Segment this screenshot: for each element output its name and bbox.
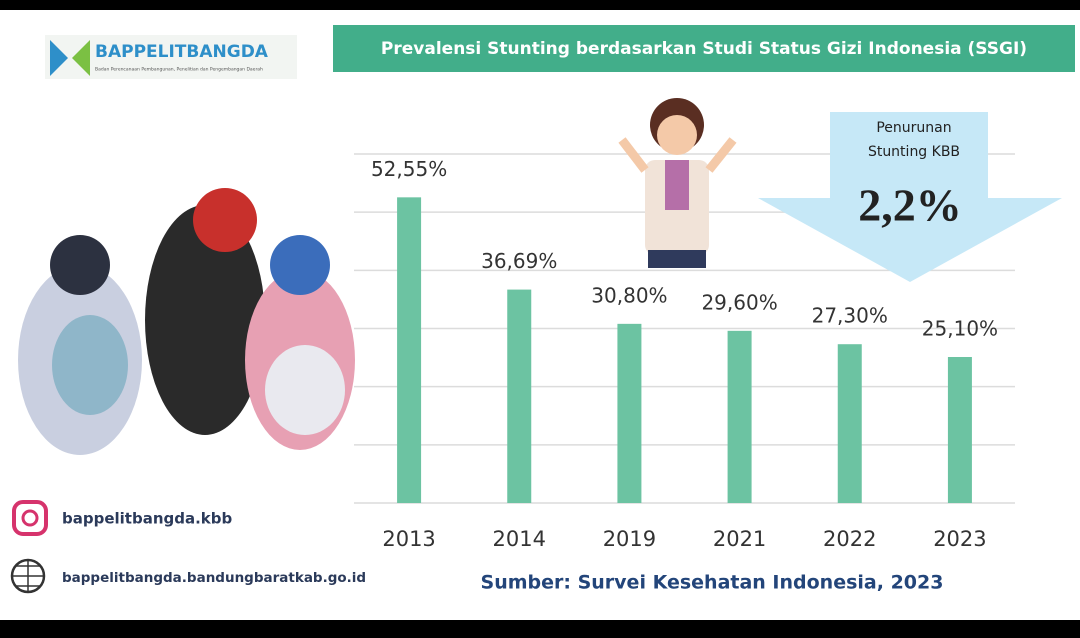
chart-title: Prevalensi Stunting berdasarkan Studi St… bbox=[381, 39, 1027, 59]
value-label: 29,60% bbox=[701, 290, 777, 314]
annotation-label: Penurunan Stunting KBB bbox=[868, 120, 960, 160]
value-label: 25,10% bbox=[922, 317, 998, 341]
x-tick-label: 2021 bbox=[713, 527, 766, 551]
title-banner bbox=[333, 25, 1075, 72]
website: bappelitbangda.bandungbaratkab.go.id bbox=[62, 570, 366, 586]
x-tick-label: 2019 bbox=[603, 527, 656, 551]
plot: 52,55% 2013 36,69% 2014 30,80% 2019 29,60% 2021… bbox=[371, 157, 998, 551]
bar bbox=[947, 357, 972, 503]
bar bbox=[507, 289, 532, 503]
source-note: Sumber: Survei Kesehatan Indonesia, 2023 bbox=[481, 572, 944, 594]
x-tick-label: 2023 bbox=[933, 527, 986, 551]
value-label: 52,55% bbox=[371, 157, 447, 181]
x-tick-label: 2013 bbox=[382, 527, 435, 551]
logo: BAPPELITBANGDA Badan Perencanaan Pembang… bbox=[45, 35, 297, 79]
annotation-value: 2,2% bbox=[858, 180, 962, 231]
bar bbox=[837, 344, 862, 503]
value-label: 27,30% bbox=[812, 304, 888, 328]
value-label: 36,69% bbox=[481, 249, 557, 273]
illustration bbox=[618, 98, 737, 268]
x-tick-label: 2022 bbox=[823, 527, 876, 551]
instagram-handle: bappelitbangda.kbb bbox=[62, 510, 233, 528]
x-tick-label: 2014 bbox=[493, 527, 546, 551]
value-label: 30,80% bbox=[591, 283, 667, 307]
logo-subtitle: Badan Perencanaan Pembangunan, Penelitia… bbox=[95, 67, 263, 73]
footer: bappelitbangda.kbb bappelitbangda.bandun… bbox=[10, 500, 944, 594]
logo-text: BAPPELITBANGDA bbox=[95, 42, 269, 62]
annotation-arrow: Penurunan Stunting KBB 2,2% bbox=[758, 112, 1062, 282]
bar bbox=[727, 330, 752, 503]
bar bbox=[617, 323, 642, 503]
photo bbox=[18, 188, 355, 455]
bar bbox=[397, 197, 422, 503]
